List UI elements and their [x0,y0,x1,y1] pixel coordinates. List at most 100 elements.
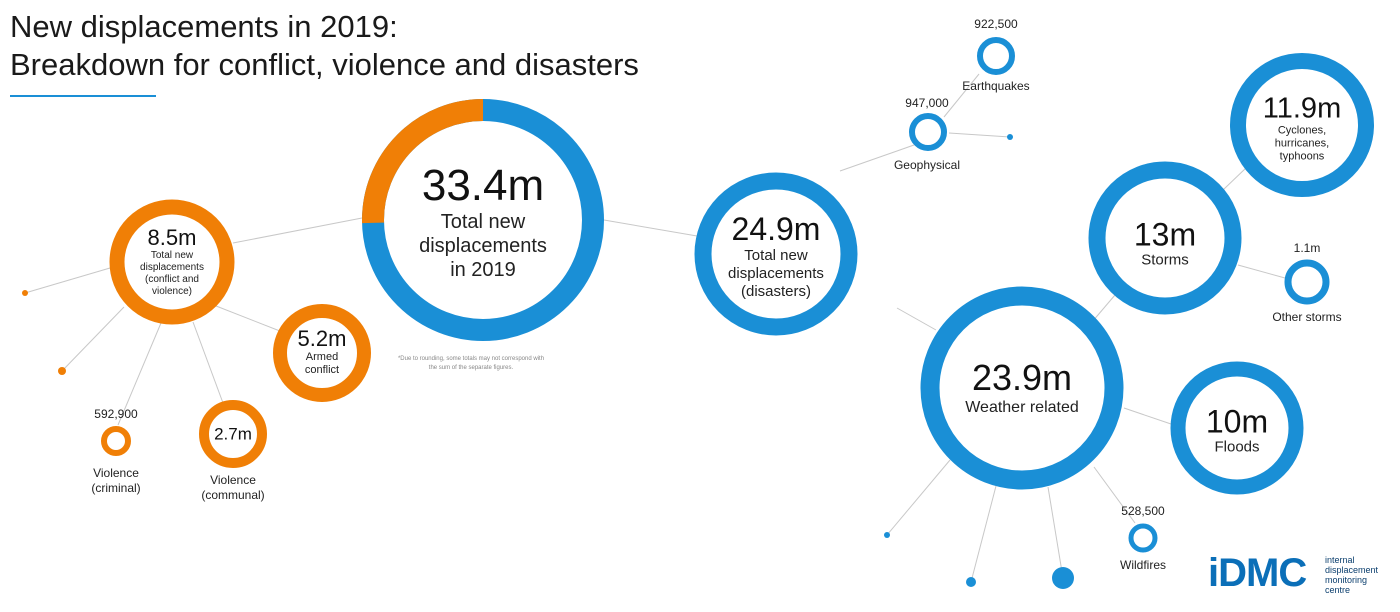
criminal-violence-label-line-1: Violence [93,466,139,480]
connector-weather-floods [1123,407,1172,425]
floods-bubble-text: 10m Floods [1206,405,1268,456]
idmc-logo-tagline: internal displacement monitoring centre [1325,555,1378,595]
connector-conflict-communal [192,321,224,404]
weather-stub-dot-1 [884,532,890,538]
geophysical-ring [909,113,947,151]
connector-weather-stub-1 [886,459,951,536]
disasters-bubble-text: 24.9m Total new displacements (disasters… [728,211,824,301]
armed-conflict-text: 5.2m Armed conflict [298,327,347,377]
weather-bubble-text: 23.9m Weather related [965,358,1079,418]
idmc-tagline-line-4: centre [1325,585,1351,595]
cyclones-ring [1230,53,1374,197]
floods-ring [1170,361,1304,495]
conflict-label-line-1: Total new [150,250,194,261]
connector-storms-other [1237,264,1286,279]
connector-weather-stub-2 [970,485,997,583]
total-label-line-1: Total new [440,211,526,233]
idmc-logo-mark: iDMC [1208,551,1307,595]
wildfires-value: 528,500 [1121,504,1165,518]
conflict-bubble-text: 8.5m Total new displacements (conflict a… [140,226,204,298]
communal-violence-ring [199,400,267,468]
rounding-footnote: *Due to rounding, some totals may not co… [397,356,545,371]
communal-violence-value: 2.7m [214,424,252,444]
disasters-label-line-1: Total new [744,247,808,264]
cyclones-value: 11.9m [1262,92,1342,125]
idmc-tagline-line-2: displacement [1325,565,1379,575]
storms-label: Storms [1141,251,1189,269]
communal-violence-label: Violence (communal) [201,473,264,503]
floods-label: Floods [1214,438,1260,456]
criminal-violence-label: Violence (criminal) [91,466,140,496]
armed-conflict-label-line-2: conflict [304,364,340,376]
disasters-value: 24.9m [731,211,821,247]
total-bubble-text: 33.4m Total new displacements in 2019 [419,162,547,282]
criminal-violence-value: 592,900 [94,407,138,421]
armed-conflict-label-line-1: Armed [305,351,339,363]
title-underline [10,95,156,97]
communal-violence-label-line-2: (communal) [201,488,265,502]
conflict-stub-dot-1 [58,367,66,375]
weather-stub-dot-2 [966,577,976,587]
cyclones-label-line-2: hurricanes, [1274,137,1330,150]
weather-ring [920,286,1124,490]
connector-geophysical-earthquakes [943,73,980,118]
conflict-label-line-4: violence) [151,286,193,297]
disasters-label-line-2: displacements [728,265,824,282]
conflict-label-line-2: displacements [140,262,204,273]
earthquakes-value: 922,500 [974,17,1018,31]
criminal-violence-ring [101,426,131,456]
storms-bubble-text: 13m Storms [1134,218,1196,269]
connector-storms-cyclones [1222,166,1248,191]
armed-conflict-ring [273,304,371,402]
disasters-label-line-3: (disasters) [740,283,812,300]
connector-conflict-stub-2 [24,267,111,294]
other-storms-label: Other storms [1272,310,1342,324]
connector-weather-wildfires [1093,466,1136,524]
geophysical-value: 947,000 [905,96,949,110]
connector-weather-stub-3 [1047,486,1064,579]
connector-disasters-geophysical [839,144,915,172]
communal-violence-value-wrap: 2.7m [214,425,252,444]
geophysical-stub-dot [1007,134,1013,140]
storms-ring [1088,161,1242,315]
other-storms-ring [1284,259,1330,305]
other-storms-value: 1.1m [1293,241,1321,255]
connector-conflict-armed [210,303,286,334]
idmc-tagline-line-3: monitoring [1325,575,1368,585]
conflict-stub-dot-2 [22,290,28,296]
wildfires-label: Wildfires [1119,558,1167,572]
conflict-label-line-3: (conflict and [145,274,199,285]
cyclones-label-line-1: Cyclones, [1277,124,1327,137]
cyclones-bubble-text: 11.9m Cyclones, hurricanes, typhoons [1263,93,1341,164]
weather-label: Weather related [965,399,1079,416]
title-line-1: New displacements in 2019: [10,9,398,44]
conflict-ring [109,199,235,325]
page-title: New displacements in 2019: Breakdown for… [10,8,639,84]
criminal-violence-label-line-2: (criminal) [91,481,141,495]
connector-lines [24,73,1286,583]
connector-geophysical-stub [948,132,1011,138]
total-label-line-3: in 2019 [450,259,516,281]
connector-weather-storms [1091,294,1116,323]
connector-conflict-total [232,217,363,244]
geophysical-label: Geophysical [893,158,961,172]
storms-value: 13m [1133,216,1197,253]
earthquakes-label: Earthquakes [962,79,1030,93]
earthquakes-ring [977,37,1015,75]
floods-value: 10m [1205,403,1269,440]
disasters-ring [694,172,858,336]
connector-total-disasters [603,219,698,237]
connector-disasters-weather [896,307,937,331]
conflict-value: 8.5m [147,225,197,250]
title-line-2: Breakdown for conflict, violence and dis… [10,47,639,82]
armed-conflict-value: 5.2m [297,326,347,351]
connector-conflict-criminal [117,322,162,426]
wildfires-ring [1128,523,1158,553]
cyclones-label-line-3: typhoons [1279,150,1325,163]
total-value: 33.4m [421,161,545,210]
total-label-line-2: displacements [419,235,547,257]
weather-value: 23.9m [971,357,1073,398]
connector-conflict-stub-1 [61,306,125,372]
total-ring-conflict [362,99,604,341]
